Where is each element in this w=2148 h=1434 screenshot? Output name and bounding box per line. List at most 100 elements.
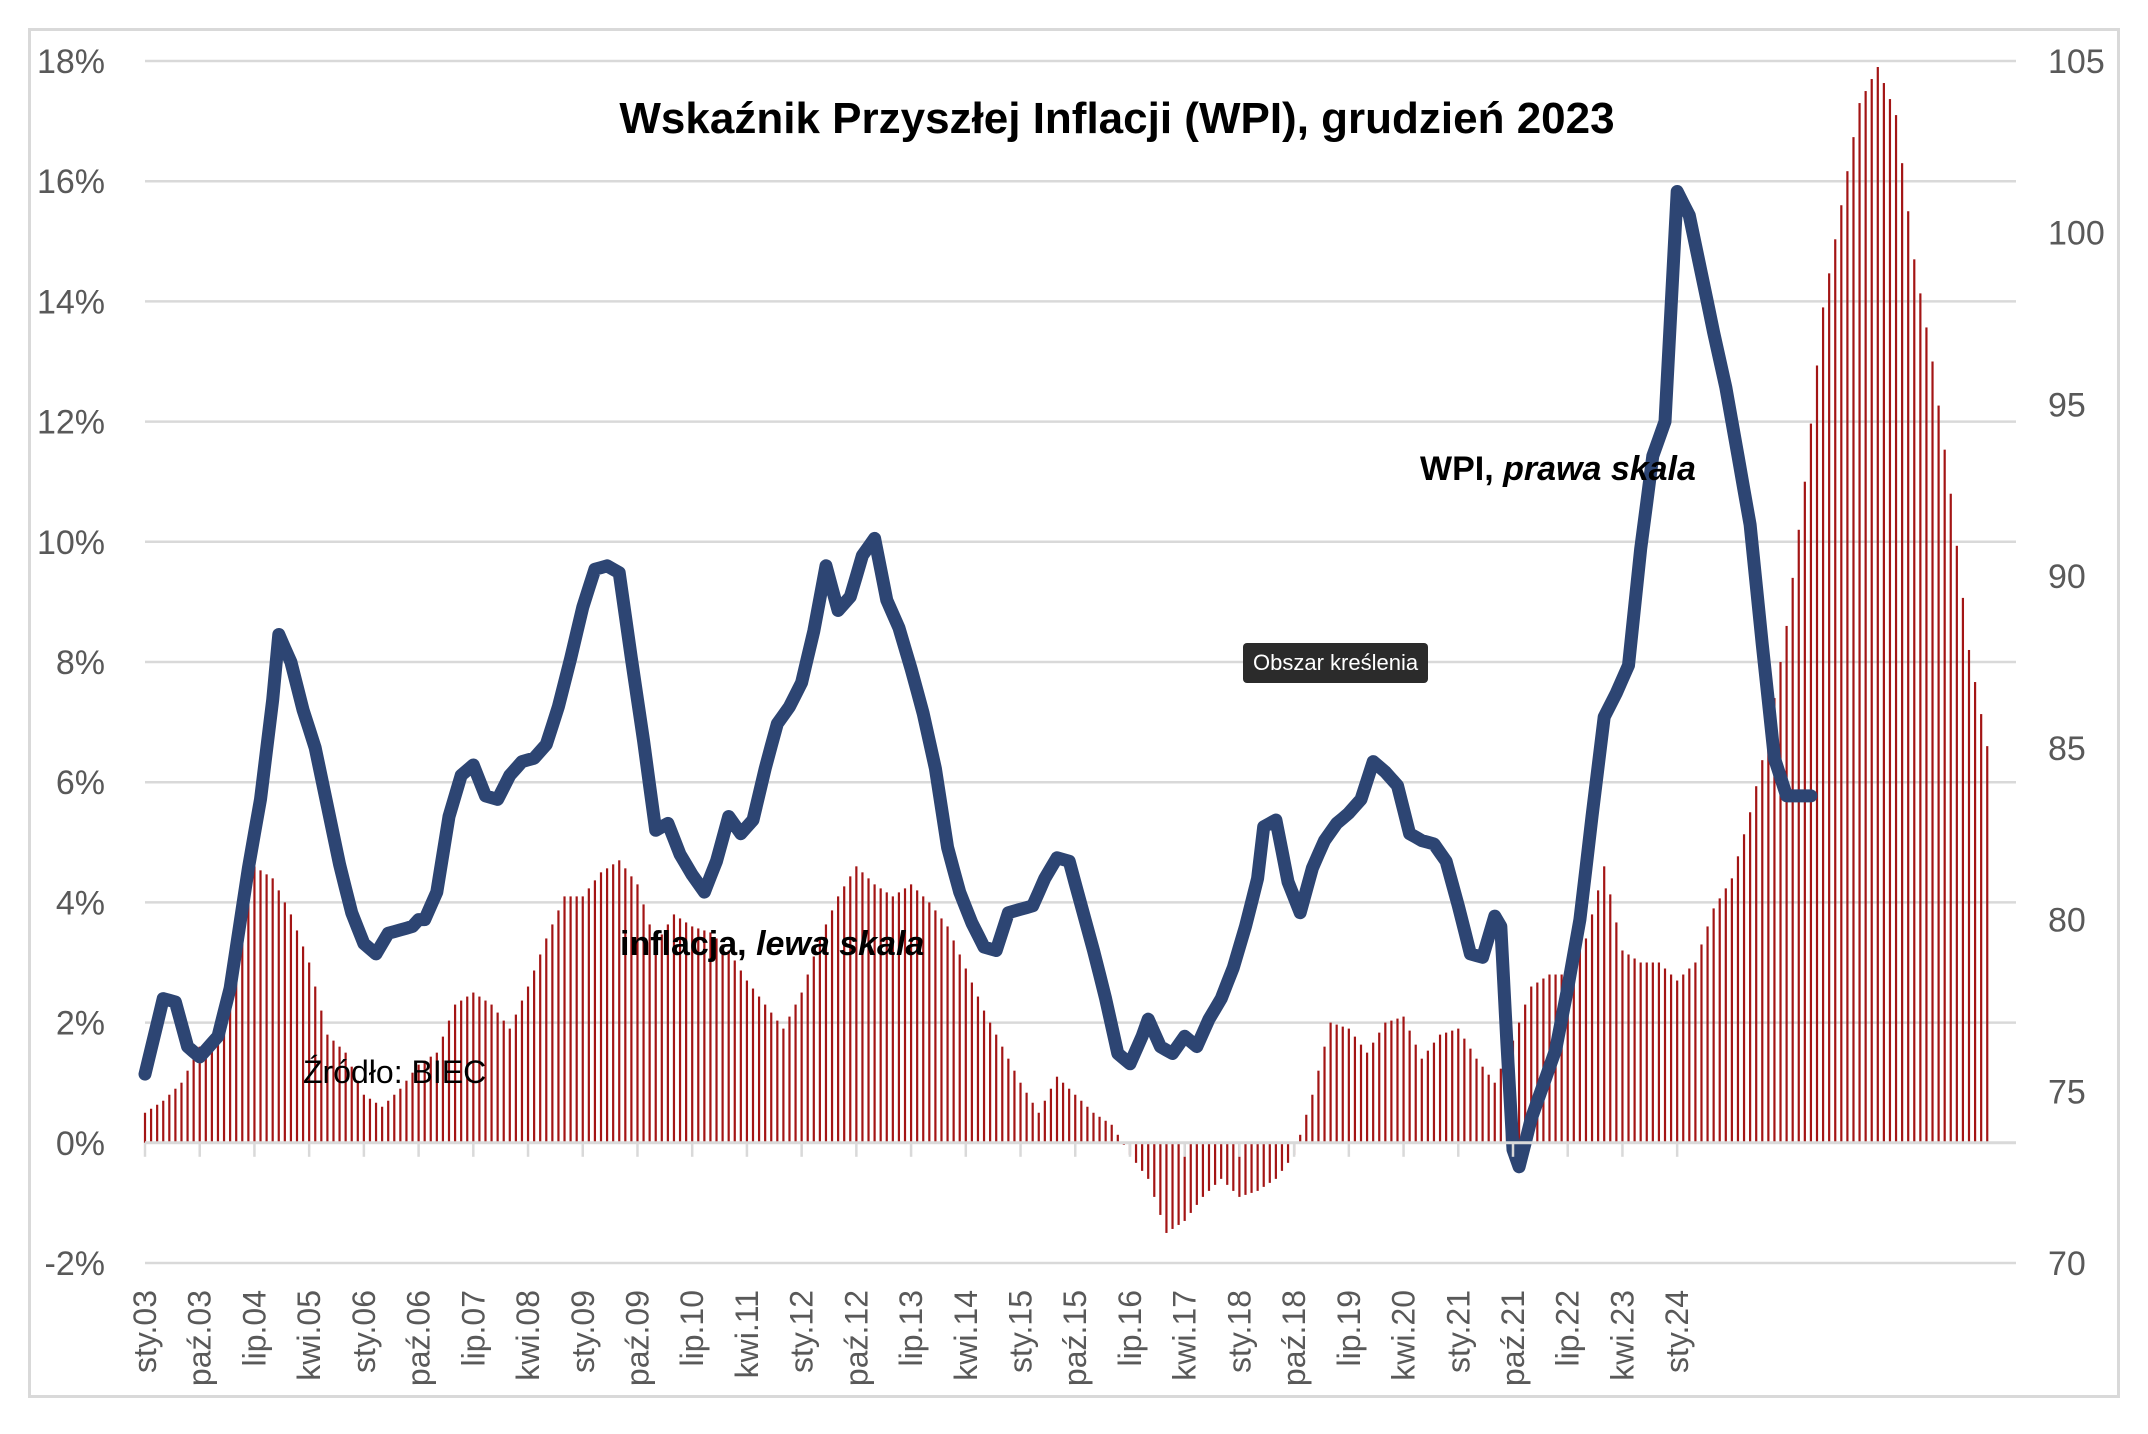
x-tick-label: lip.10 (674, 1290, 710, 1367)
inflation-bar (1074, 1094, 1077, 1143)
inflation-bar (618, 860, 621, 1143)
inflation-bar (1347, 1028, 1350, 1143)
inflation-bar (897, 892, 901, 1143)
inflation-bar (1639, 962, 1642, 1143)
inflation-bar (350, 1066, 353, 1143)
x-tick-label: sty.18 (1221, 1290, 1257, 1373)
inflation-bar (1378, 1032, 1381, 1143)
inflation-bar (648, 924, 651, 1143)
inflation-bar (940, 918, 943, 1143)
inflation-bar (1888, 99, 1892, 1143)
inflation-bar (393, 1094, 396, 1143)
inflation-bar (946, 926, 949, 1143)
inflation-bar (770, 1012, 773, 1143)
inflation-bar (1232, 1142, 1235, 1191)
inflation-bar (301, 946, 305, 1143)
inflation-bar (1852, 137, 1855, 1143)
inflation-bar (788, 1016, 791, 1143)
inflation-bar (721, 944, 724, 1143)
inflation-bar (873, 884, 876, 1143)
x-tick-label: lip.22 (1550, 1290, 1586, 1367)
inflation-bar (1104, 1120, 1107, 1143)
inflation-bar (1031, 1102, 1034, 1143)
inflation-bar (1542, 978, 1545, 1143)
inflation-bar (1438, 1034, 1442, 1143)
inflation-bar (1311, 1094, 1314, 1143)
inflation-bar (411, 1072, 414, 1143)
inflation-bar (1742, 834, 1746, 1143)
inflation-bar (1797, 529, 1800, 1143)
inflation-bar (824, 924, 828, 1143)
inflation-bar (551, 924, 554, 1143)
inflation-bar (1043, 1100, 1046, 1143)
inflation-bar (1937, 405, 1940, 1143)
inflation-bar (1779, 662, 1782, 1143)
x-tick-label: kwi.17 (1167, 1290, 1203, 1381)
right-tick-label: 100 (2048, 215, 2105, 253)
x-tick-label: kwi.14 (948, 1290, 984, 1381)
left-tick-label: 2% (56, 1005, 105, 1043)
inflation-bar (1007, 1058, 1010, 1143)
inflation-bar (1688, 968, 1691, 1143)
right-tick-label: 95 (2048, 386, 2086, 424)
inflation-bar (1426, 1050, 1429, 1143)
inflation-bar (1980, 714, 1983, 1143)
inflation-bar (1590, 914, 1594, 1143)
inflation-bar (861, 872, 864, 1143)
inflation-bar (1566, 974, 1569, 1143)
inflation-bar (818, 938, 821, 1143)
inflation-bar (843, 886, 846, 1143)
inflation-bar (891, 896, 894, 1143)
gridlines (145, 59, 2016, 1265)
x-tick-label: sty.09 (565, 1290, 601, 1373)
plot-area-tooltip: Obszar kreślenia (1243, 643, 1429, 683)
inflation-bar (1785, 625, 1788, 1143)
inflation-bar (782, 1028, 785, 1143)
inflation-bar (387, 1100, 390, 1143)
inflation-bar (593, 880, 597, 1143)
inflation-bar (1092, 1112, 1095, 1143)
inflation-bar (1651, 962, 1654, 1143)
inflation-bar (557, 910, 560, 1143)
inflation-bar (612, 864, 615, 1143)
inflation-annotation: inflacja, lewa skala (620, 925, 924, 963)
inflation-bar (1061, 1082, 1065, 1143)
inflation-bar (1390, 1020, 1393, 1143)
right-tick-label: 70 (2048, 1245, 2086, 1283)
inflation-bar (800, 992, 803, 1143)
inflation-bar (995, 1034, 998, 1143)
inflation-bar (855, 866, 858, 1143)
inflation-bar (1712, 908, 1715, 1143)
inflation-bar (757, 996, 761, 1143)
inflation-bar (1384, 1022, 1387, 1143)
inflation-bar (1019, 1082, 1022, 1143)
inflation-bar (1451, 1030, 1454, 1143)
x-tick-label: paź.09 (619, 1290, 655, 1386)
inflation-bar (691, 926, 694, 1143)
x-tick-label: lip.04 (236, 1290, 272, 1367)
inflation-bar (1663, 968, 1667, 1143)
inflation-bar (1141, 1142, 1144, 1171)
inflation-bar (1913, 259, 1916, 1143)
inflation-bar (1736, 856, 1740, 1143)
inflation-bar (1250, 1142, 1253, 1193)
inflation-bar (1080, 1100, 1083, 1143)
inflation-bar (830, 910, 834, 1143)
inflation-bar (1262, 1142, 1265, 1187)
inflation-bar (453, 1004, 457, 1143)
inflation-bar (642, 904, 645, 1143)
inflation-bar (1317, 1070, 1320, 1143)
inflation-bar (1469, 1048, 1472, 1143)
wpi-line-group (138, 185, 1818, 1174)
inflation-bar (1068, 1088, 1071, 1143)
inflation-bar (1536, 982, 1539, 1143)
inflation-bar (928, 902, 931, 1143)
x-tick-label: kwi.05 (291, 1290, 327, 1381)
inflation-bar (405, 1080, 408, 1143)
inflation-bar (1341, 1026, 1344, 1143)
x-tick-label: sty.03 (127, 1290, 163, 1373)
inflation-bar (460, 1000, 463, 1143)
inflation-bar (885, 892, 888, 1143)
left-tick-label: 0% (56, 1125, 105, 1163)
inflation-bar (204, 1044, 207, 1143)
